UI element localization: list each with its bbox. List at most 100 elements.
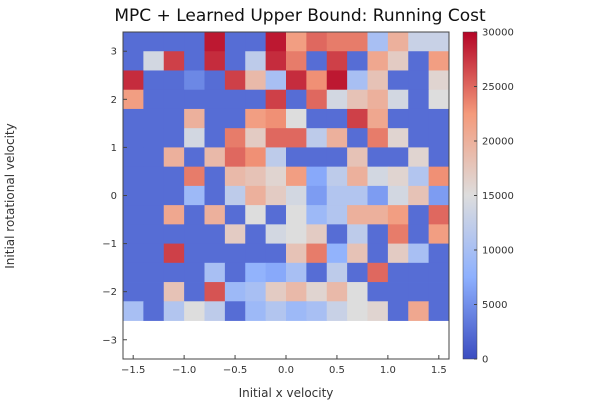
- heatmap-cell: [387, 32, 409, 52]
- heatmap-cell: [265, 51, 287, 71]
- heatmap-cell: [306, 205, 328, 225]
- heatmap-cell: [163, 70, 185, 91]
- heatmap-cell: [367, 32, 389, 52]
- heatmap-cell: [286, 224, 307, 244]
- heatmap-cell: [387, 243, 409, 264]
- heatmap-cell: [367, 147, 389, 168]
- heatmap-cell: [163, 166, 185, 187]
- heatmap-cell: [408, 205, 430, 225]
- heatmap-cell: [204, 32, 226, 52]
- heatmap-cell: [123, 166, 144, 187]
- heatmap-cell: [347, 205, 368, 225]
- heatmap-cell: [123, 224, 144, 244]
- heatmap-cell: [408, 51, 430, 71]
- x-tick-label: −0.5: [223, 365, 247, 376]
- heatmap-cell: [204, 128, 226, 148]
- heatmap-cell: [286, 301, 307, 321]
- heatmap-cell: [408, 128, 430, 148]
- heatmap-cell: [245, 108, 267, 129]
- heatmap-cell: [306, 147, 328, 168]
- heatmap-cell: [428, 205, 450, 225]
- heatmap-cell: [123, 205, 144, 225]
- heatmap-cell: [224, 51, 246, 71]
- heatmap-cell: [347, 185, 368, 206]
- heatmap-cell: [326, 70, 348, 91]
- colorbar-ticks: 0 5000 10000 15000 20000 25000 30000: [474, 28, 514, 366]
- heatmap-cell: [163, 32, 185, 52]
- heatmap-cell: [387, 89, 409, 110]
- x-tick-label: −1.0: [172, 365, 196, 376]
- heatmap-cell: [123, 89, 144, 110]
- heatmap-cell: [326, 262, 348, 283]
- heatmap-cell: [408, 89, 430, 110]
- heatmap-cell: [245, 70, 267, 91]
- heatmap-cell: [143, 108, 165, 129]
- heatmap-cell: [286, 185, 307, 206]
- heatmap-cell: [286, 51, 307, 71]
- heatmap-cell: [306, 32, 328, 52]
- heatmap-cell: [286, 128, 307, 148]
- heatmap-cell: [326, 32, 348, 52]
- heatmap-cell: [245, 224, 267, 244]
- heatmap-cell: [143, 224, 165, 244]
- heatmap-cell: [245, 32, 267, 52]
- heatmap-cell: [184, 282, 205, 302]
- heatmap-cell: [387, 166, 409, 187]
- heatmap-cell: [245, 185, 267, 206]
- heatmap-cell: [123, 70, 144, 91]
- heatmap-cell: [245, 301, 267, 321]
- heatmap-cell: [224, 282, 246, 302]
- heatmap-cell: [123, 185, 144, 206]
- heatmap-cell: [326, 128, 348, 148]
- heatmap-cell: [347, 301, 368, 321]
- heatmap-cell: [387, 108, 409, 129]
- heatmap-cell: [408, 147, 430, 168]
- heatmap-cell: [224, 108, 246, 129]
- heatmap-cell: [163, 147, 185, 168]
- heatmap-cell: [326, 282, 348, 302]
- heatmap-cell: [367, 128, 389, 148]
- heatmap-cell: [184, 301, 205, 321]
- heatmap-cell: [163, 262, 185, 283]
- heatmap-cell: [286, 282, 307, 302]
- heatmap-cell: [265, 70, 287, 91]
- heatmap-cell: [204, 51, 226, 71]
- heatmap-cell: [245, 89, 267, 110]
- heatmap-cell: [245, 166, 267, 187]
- heatmap-cell: [326, 51, 348, 71]
- heatmap-cell: [143, 51, 165, 71]
- heatmap-cell: [123, 147, 144, 168]
- heatmap-cell: [265, 32, 287, 52]
- heatmap-cell: [347, 282, 368, 302]
- heatmap-cell: [428, 32, 450, 52]
- heatmap-cell: [306, 301, 328, 321]
- heatmap-cell: [347, 147, 368, 168]
- heatmap-cell: [143, 301, 165, 321]
- heatmap-cell: [367, 70, 389, 91]
- heatmap-cell: [286, 32, 307, 52]
- heatmap-cell: [184, 51, 205, 71]
- heatmap-cell: [306, 108, 328, 129]
- heatmap-cell: [367, 282, 389, 302]
- x-tick-label: 1.0: [380, 365, 396, 376]
- heatmap-cell: [265, 89, 287, 110]
- heatmap-cell: [326, 205, 348, 225]
- heatmap-cell: [224, 166, 246, 187]
- heatmap-cell: [306, 70, 328, 91]
- heatmap-cell: [306, 89, 328, 110]
- heatmap-cell: [286, 147, 307, 168]
- heatmap-cell: [347, 108, 368, 129]
- colorbar-tick-label: 5000: [482, 300, 507, 311]
- heatmap-cell: [184, 89, 205, 110]
- heatmap-cell: [265, 166, 287, 187]
- heatmap-cell: [163, 128, 185, 148]
- heatmap-cell: [306, 185, 328, 206]
- heatmap-cell: [367, 262, 389, 283]
- heatmap-cell: [428, 262, 450, 283]
- heatmap-cell: [224, 262, 246, 283]
- heatmap-cell: [428, 51, 450, 71]
- colorbar-tick-label: 25000: [482, 82, 514, 93]
- heatmap-cell: [428, 128, 450, 148]
- heatmap-cell: [408, 224, 430, 244]
- heatmap-cell: [408, 282, 430, 302]
